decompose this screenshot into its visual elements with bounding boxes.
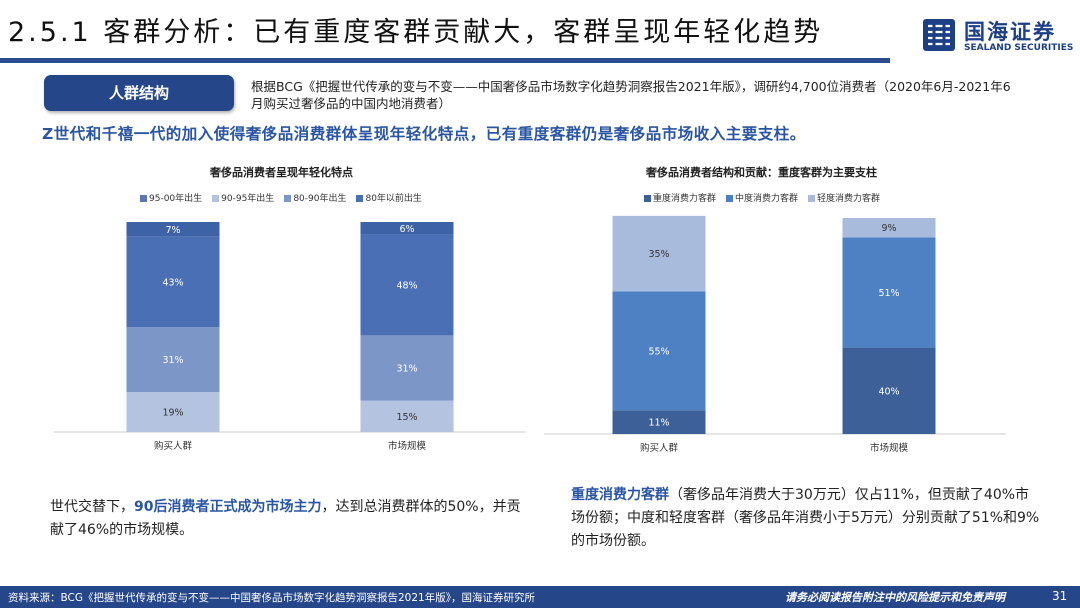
- bar-segment: [842, 347, 936, 434]
- data-label: 51%: [878, 288, 899, 299]
- chart-plot: 11% 55% 35% 购买人群 40% 51% 9% 市场规模: [544, 215, 1006, 454]
- legend-label: 80-90年出生: [293, 194, 347, 204]
- chart-generation: 奢侈品消费者呈现年轻化特点 95-00年出生 90-95年出生 80-90年出生 80…: [40, 160, 530, 460]
- legend-label: 重度消费力客群: [653, 194, 717, 204]
- legend-swatch: [356, 195, 364, 202]
- data-label: 31%: [162, 355, 183, 366]
- legend-label: 80年以前出生: [365, 194, 422, 204]
- bar-segment: [126, 392, 220, 432]
- x-tick-label: 购买人群: [640, 442, 679, 454]
- bar-segment: [842, 218, 936, 238]
- title-underline: [0, 58, 890, 63]
- legend-swatch: [808, 195, 816, 202]
- data-label: 40%: [878, 386, 899, 397]
- legend-swatch: [212, 195, 220, 202]
- legend-item: 80-90年出生: [284, 191, 346, 204]
- data-label: 9%: [881, 223, 896, 234]
- data-label: 7%: [165, 225, 180, 236]
- chart-title: 奢侈品消费者结构和贡献：重度客群为主要支柱: [646, 166, 877, 179]
- bar-segment: [360, 335, 454, 401]
- legend-label: 中度消费力客群: [735, 194, 799, 204]
- bar-segment: [126, 222, 220, 237]
- legend-item: 中度消费力客群: [726, 191, 798, 204]
- legend-item: 95-00年出生: [140, 191, 202, 204]
- legend-label: 95-00年出生: [149, 194, 203, 204]
- data-label: 11%: [648, 418, 669, 429]
- bar-segment: [360, 400, 454, 432]
- x-tick-label: 市场规模: [388, 440, 427, 452]
- legend-label: 轻度消费力客群: [817, 194, 881, 204]
- note-left-highlight: 90后消费者正式成为市场主力: [134, 499, 322, 515]
- footer-source: 资料来源：BCG《把握世代传承的变与不变——中国奢侈品市场数字化趋势洞察报告20…: [8, 592, 535, 604]
- bar-segment: [360, 222, 454, 235]
- company-logo: 国海证券 SEALAND SECURITIES: [922, 16, 1074, 60]
- bar-segment: [126, 327, 220, 393]
- data-label: 48%: [396, 281, 417, 292]
- data-label: 43%: [162, 277, 183, 288]
- data-label: 15%: [396, 412, 417, 423]
- data-label: 35%: [648, 249, 669, 260]
- footer-disclaimer: 请务必阅读报告附注中的风险提示和免责声明: [785, 591, 1005, 604]
- x-tick-label: 市场规模: [870, 442, 909, 454]
- chart-consumer-structure: 奢侈品消费者结构和贡献：重度客群为主要支柱 重度消费力客群 中度消费力客群 轻度消费…: [540, 160, 1010, 460]
- page-title: 2.5.1 客群分析：已有重度客群贡献大，客群呈现年轻化趋势: [8, 17, 824, 48]
- x-tick-label: 购买人群: [154, 440, 193, 452]
- footer-bar: 资料来源：BCG《把握世代传承的变与不变——中国奢侈品市场数字化趋势洞察报告20…: [0, 586, 1080, 608]
- note-right-highlight: 重度消费力客群: [571, 487, 669, 503]
- legend-swatch: [140, 195, 147, 202]
- chart-plot: 19% 31% 43% 7% 购买人群 15% 31% 48% 6% 市场规模: [54, 222, 526, 452]
- legend-label: 90-95年出生: [221, 194, 275, 204]
- note-left-pre: 世代交替下，: [50, 499, 134, 515]
- data-label: 19%: [162, 408, 183, 419]
- legend-swatch: [644, 195, 651, 202]
- note-right-post: （奢侈品年消费大于30万元）仅占11%，但贡献了40%市场份额；中度和轻度客群（…: [571, 487, 1040, 549]
- headline: Z世代和千禧一代的加入使得奢侈品消费群体呈现年轻化特点，已有重度客群仍是奢侈品市…: [42, 125, 806, 143]
- bar-segment: [842, 237, 936, 348]
- page-number: 31: [1052, 589, 1068, 603]
- logo-text-en: SEALAND SECURITIES: [964, 43, 1074, 53]
- bar-segment: [360, 234, 454, 336]
- chart-legend: 重度消费力客群 中度消费力客群 轻度消费力客群: [644, 191, 890, 204]
- bar-segment: [126, 236, 220, 327]
- data-label: 31%: [396, 363, 417, 374]
- chart-title: 奢侈品消费者呈现年轻化特点: [210, 166, 353, 179]
- legend-item: 80年以前出生: [356, 191, 422, 204]
- chart-legend: 95-00年出生 90-95年出生 80-90年出生 80年以前出生: [140, 191, 432, 204]
- note-right: 重度消费力客群（奢侈品年消费大于30万元）仅占11%，但贡献了40%市场份额；中…: [571, 484, 1041, 553]
- bar-segment: [612, 291, 706, 411]
- logo-mark-icon: [923, 19, 955, 51]
- logo-text-cn: 国海证券: [964, 20, 1056, 44]
- survey-note: 根据BCG《把握世代传承的变与不变——中国奢侈品市场数字化趋势洞察报告2021年…: [251, 79, 1011, 111]
- data-label: 6%: [399, 224, 414, 235]
- legend-item: 轻度消费力客群: [808, 191, 880, 204]
- data-label: 55%: [648, 346, 669, 357]
- legend-swatch: [726, 195, 734, 202]
- bar-segment: [612, 410, 706, 434]
- section-tag: 人群结构: [44, 75, 234, 111]
- legend-item: 90-95年出生: [212, 191, 274, 204]
- legend-item: 重度消费力客群: [644, 191, 716, 204]
- note-left-post: ，达到总消费群体的50%，并贡献了46%的市场规模。: [50, 499, 521, 538]
- note-left: 世代交替下，90后消费者正式成为市场主力，达到总消费群体的50%，并贡献了46%…: [50, 496, 530, 542]
- legend-swatch: [284, 195, 292, 202]
- bar-segment: [612, 215, 706, 292]
